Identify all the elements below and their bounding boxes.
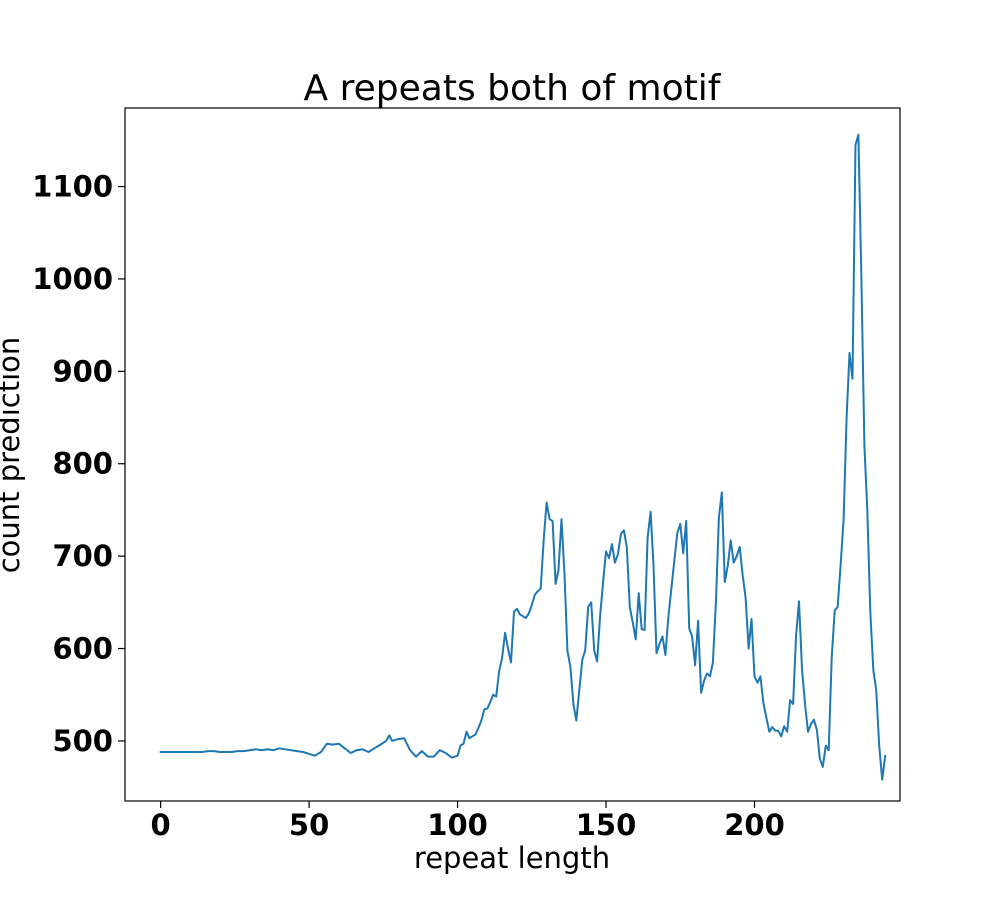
- y-tick-label: 800: [52, 447, 113, 481]
- x-tick-label: 200: [724, 808, 785, 842]
- x-axis: 0 50 100 150 200: [151, 801, 785, 842]
- y-tick-label: 700: [52, 539, 113, 573]
- y-tick-label: 1000: [32, 262, 113, 296]
- y-tick-label: 1100: [32, 170, 113, 204]
- plot-area: [124, 107, 901, 802]
- y-tick-label: 600: [52, 632, 113, 666]
- chart-title: A repeats both of motif: [304, 68, 722, 109]
- x-axis-label: repeat length: [414, 841, 610, 875]
- x-tick-label: 100: [427, 808, 488, 842]
- y-tick-label: 900: [52, 354, 113, 388]
- x-tick-label: 150: [576, 808, 637, 842]
- y-axis: 500 600 700 800 900 1000 1100: [32, 170, 125, 758]
- y-tick-label: 500: [52, 724, 113, 758]
- x-tick-label: 0: [151, 808, 171, 842]
- x-tick-label: 50: [289, 808, 329, 842]
- series-line: [159, 133, 887, 781]
- y-axis-label: count prediction: [0, 337, 26, 574]
